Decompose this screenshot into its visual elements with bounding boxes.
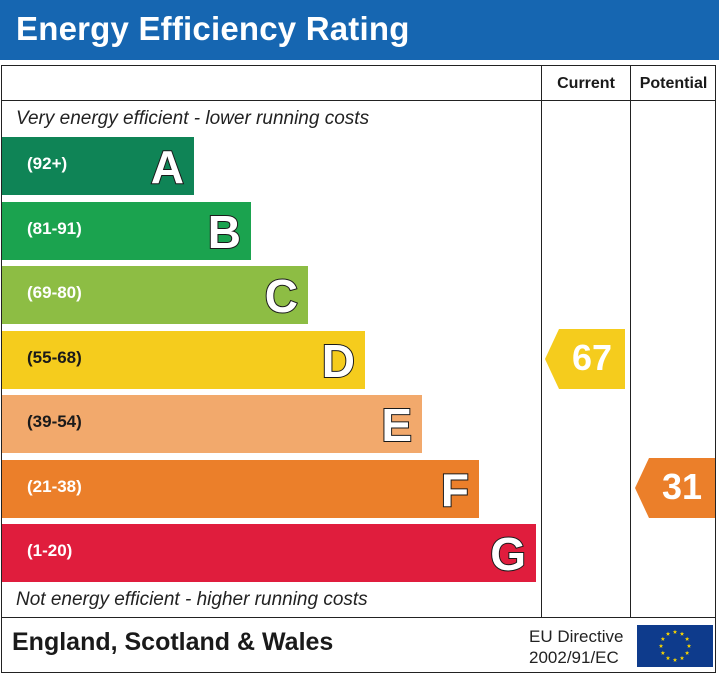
band-range-label: (39-54) (27, 412, 82, 431)
flag-star (679, 631, 685, 636)
chart-title: Energy Efficiency Rating (16, 10, 410, 47)
band-letter: F (440, 463, 470, 517)
flag-star (684, 650, 690, 655)
band-letter: G (489, 527, 527, 581)
flag-star (660, 636, 666, 641)
band-range-label: (81-91) (27, 219, 82, 238)
band-letter: D (321, 334, 356, 388)
potential-column-header: Potential (639, 75, 708, 92)
footer-divider (1, 617, 716, 618)
potential-arrow-shape (635, 458, 715, 518)
band-letter: E (380, 398, 413, 452)
band-g: (1-20) G (2, 524, 536, 582)
current-column-header: Current (557, 75, 615, 92)
potential-rating-value: 31 (661, 466, 703, 507)
band-letter: B (207, 205, 242, 259)
flag-star (665, 631, 671, 636)
eu-directive-label: EU Directive (529, 627, 624, 646)
flag-star (660, 650, 666, 655)
current-rating-arrow: 67 (545, 329, 625, 389)
band-range-label: (92+) (27, 154, 68, 173)
band-a: (92+) A (2, 137, 194, 195)
flag-star (684, 636, 690, 641)
band-letter: A (150, 140, 185, 194)
band-f: (21-38) F (2, 460, 479, 518)
title-bar: Energy Efficiency Rating (0, 0, 719, 60)
band-b: (81-91) B (2, 202, 251, 260)
band-e: (39-54) E (2, 395, 422, 453)
band-d: (55-68) D (2, 331, 365, 389)
band-range-label: (69-80) (27, 283, 82, 302)
column-divider-potential (630, 65, 631, 617)
flag-star (665, 655, 671, 660)
inefficient-note: Not energy efficient - higher running co… (16, 589, 368, 610)
flag-star (658, 643, 664, 648)
column-divider-current (541, 65, 542, 617)
flag-star (672, 629, 678, 634)
band-c: (69-80) C (2, 266, 308, 324)
country-label: England, Scotland & Wales (12, 628, 334, 656)
band-range-label: (21-38) (27, 477, 82, 496)
efficient-note: Very energy efficient - lower running co… (16, 108, 370, 129)
flag-star (679, 655, 685, 660)
header-divider (1, 100, 716, 101)
flag-star (672, 657, 678, 662)
band-letter: C (264, 269, 299, 323)
eu-directive-number: 2002/91/EC (529, 648, 619, 667)
band-range-label: (55-68) (27, 348, 82, 367)
current-rating-value: 67 (571, 337, 613, 378)
potential-rating-arrow: 31 (635, 458, 715, 518)
chart-frame (1, 65, 716, 673)
current-arrow-shape (545, 329, 625, 389)
band-range-label: (1-20) (27, 541, 73, 560)
eu-flag-icon (637, 625, 713, 667)
flag-star (686, 643, 692, 648)
